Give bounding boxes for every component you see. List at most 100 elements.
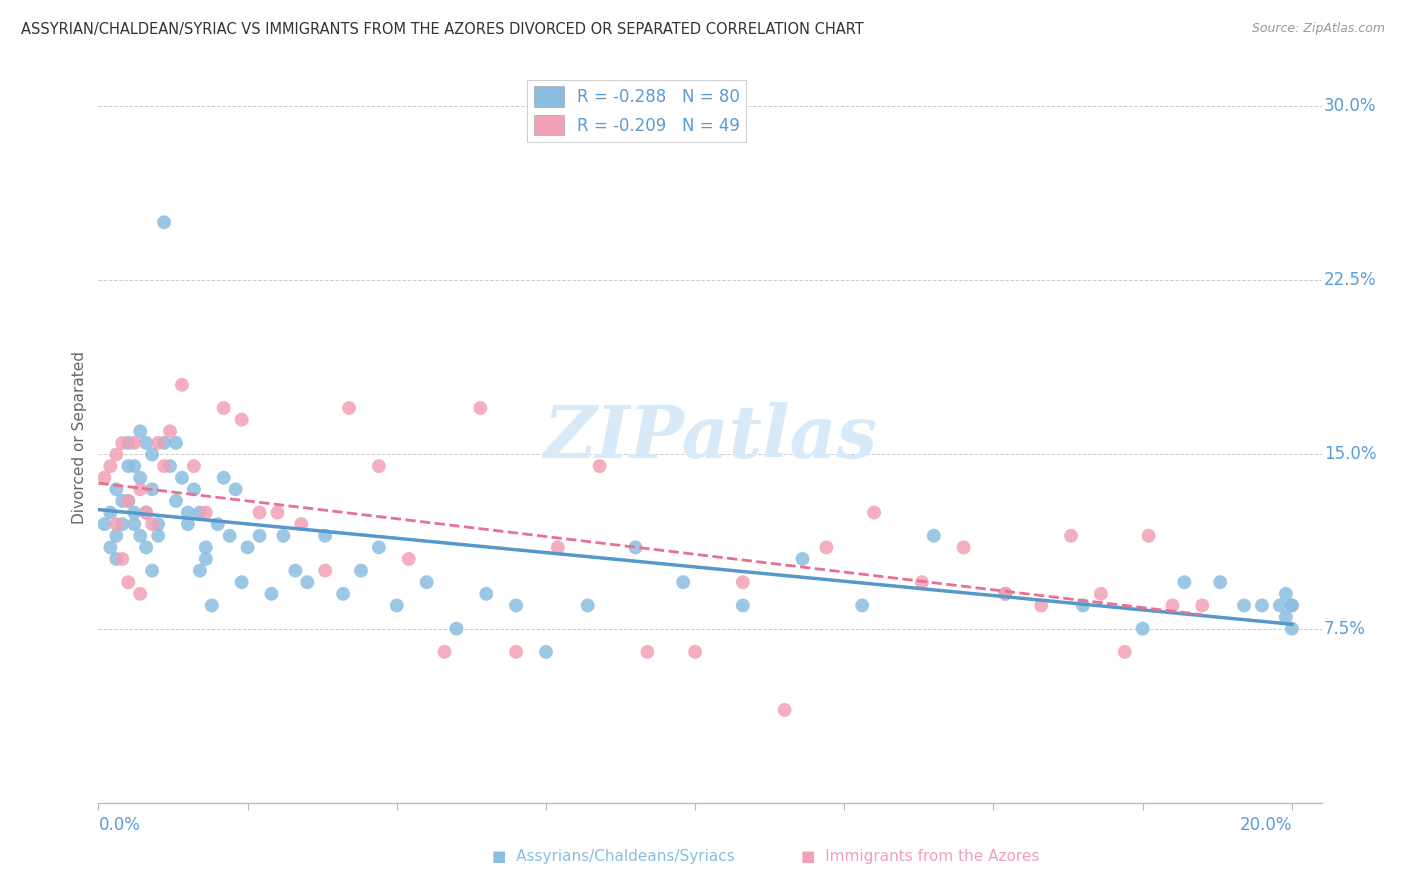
Point (249, 529, 271, 543)
Point (129, 483, 152, 497)
Point (350, 564, 373, 578)
Point (290, 517, 312, 532)
Text: ■  Immigrants from the Azores: ■ Immigrants from the Azores (801, 849, 1040, 863)
Point (332, 587, 354, 601)
Point (851, 599, 873, 613)
Point (153, 459, 176, 474)
Point (117, 459, 139, 474)
Point (773, 703, 796, 717)
Point (111, 552, 134, 566)
Text: 20.0%: 20.0% (1239, 816, 1292, 834)
Point (129, 424, 152, 438)
Point (117, 494, 139, 508)
Point (98, 506, 121, 520)
Point (952, 541, 974, 555)
Point (337, 401, 360, 415)
Point (1275, 587, 1298, 601)
Point (1031, 599, 1053, 613)
Point (135, 436, 157, 450)
Point (505, 599, 527, 613)
Point (731, 599, 754, 613)
Point (194, 552, 217, 566)
Point (129, 529, 152, 543)
Point (170, 377, 193, 392)
Point (105, 448, 128, 462)
Point (218, 529, 240, 543)
Point (231, 412, 253, 426)
Point (731, 575, 754, 590)
Point (1191, 599, 1213, 613)
Point (194, 541, 217, 555)
Point (1281, 599, 1303, 613)
Legend: R = -0.288   N = 80, R = -0.209   N = 49: R = -0.288 N = 80, R = -0.209 N = 49 (527, 79, 747, 142)
Point (683, 645, 706, 659)
Point (159, 459, 181, 474)
Point (188, 506, 211, 520)
Point (624, 541, 647, 555)
Point (266, 506, 288, 520)
Point (547, 541, 569, 555)
Text: 15.0%: 15.0% (1324, 445, 1376, 464)
Point (863, 506, 886, 520)
Point (117, 575, 139, 590)
Point (141, 448, 163, 462)
Point (93, 517, 115, 532)
Point (129, 587, 152, 601)
Point (433, 645, 456, 659)
Point (105, 517, 128, 532)
Point (122, 459, 145, 474)
Point (201, 599, 224, 613)
Point (159, 424, 181, 438)
Point (1071, 599, 1094, 613)
Text: ASSYRIAN/CHALDEAN/SYRIAC VS IMMIGRANTS FROM THE AZORES DIVORCED OR SEPARATED COR: ASSYRIAN/CHALDEAN/SYRIAC VS IMMIGRANTS F… (21, 22, 863, 37)
Point (105, 552, 128, 566)
Point (792, 552, 814, 566)
Point (153, 436, 176, 450)
Point (1281, 622, 1303, 636)
Point (177, 506, 200, 520)
Point (122, 436, 145, 450)
Point (122, 506, 145, 520)
Point (146, 436, 169, 450)
Point (415, 575, 437, 590)
Point (153, 215, 176, 229)
Point (141, 564, 163, 578)
Point (105, 483, 128, 497)
Point (111, 517, 134, 532)
Point (129, 471, 152, 485)
Point (588, 459, 610, 474)
Point (1275, 610, 1298, 624)
Point (505, 645, 527, 659)
Point (284, 564, 307, 578)
Point (297, 575, 319, 590)
Point (475, 587, 498, 601)
Point (183, 459, 205, 474)
Point (236, 541, 259, 555)
Point (135, 541, 157, 555)
Point (249, 506, 271, 520)
Point (165, 494, 187, 508)
Point (105, 529, 128, 543)
Point (165, 436, 187, 450)
Point (212, 471, 235, 485)
Point (170, 471, 193, 485)
Point (1132, 622, 1154, 636)
Text: 0.0%: 0.0% (98, 816, 141, 834)
Point (212, 401, 235, 415)
Point (1173, 575, 1195, 590)
Point (260, 587, 283, 601)
Point (367, 541, 389, 555)
Text: ZIPatlas: ZIPatlas (543, 401, 877, 473)
Point (1251, 599, 1274, 613)
Point (446, 622, 468, 636)
Point (576, 599, 599, 613)
Point (231, 575, 253, 590)
Point (367, 459, 389, 474)
Point (194, 506, 217, 520)
Point (314, 564, 336, 578)
Point (135, 506, 157, 520)
Point (1137, 529, 1160, 543)
Text: Source: ZipAtlas.com: Source: ZipAtlas.com (1251, 22, 1385, 36)
Text: 7.5%: 7.5% (1324, 620, 1367, 638)
Point (93, 471, 115, 485)
